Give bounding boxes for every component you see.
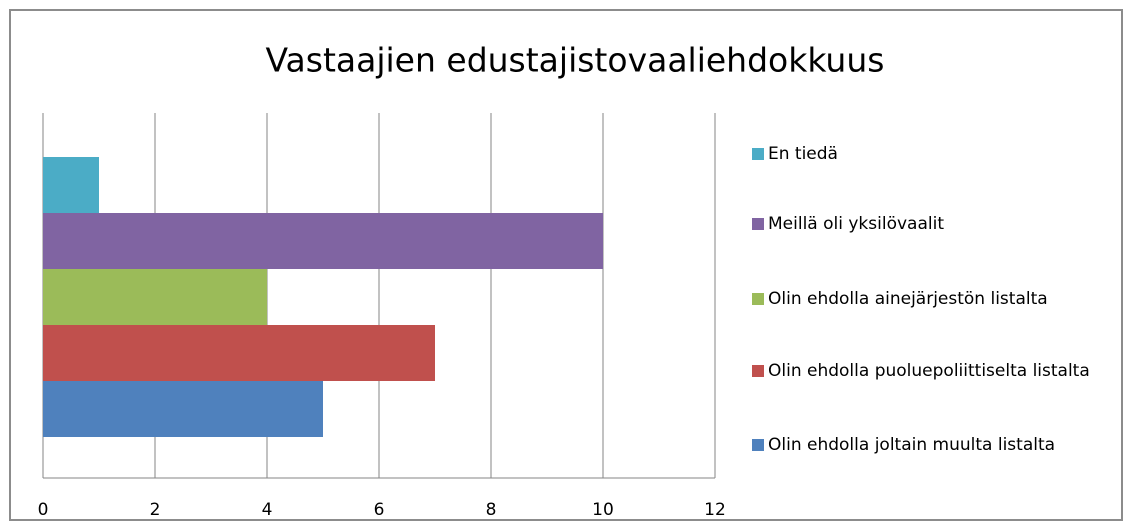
bar bbox=[43, 381, 323, 437]
x-tick-label: 4 bbox=[262, 500, 273, 520]
legend-swatch bbox=[752, 148, 764, 160]
bar bbox=[43, 213, 603, 269]
legend-item: Olin ehdolla puoluepoliittiselta listalt… bbox=[752, 358, 1104, 385]
x-tick-label: 8 bbox=[486, 500, 497, 520]
legend-item: Meillä oli yksilövaalit bbox=[752, 211, 1128, 238]
x-tick-label: 12 bbox=[704, 500, 726, 520]
legend-swatch bbox=[752, 218, 764, 230]
legend-item: En tiedä bbox=[752, 141, 1128, 168]
x-tick-label: 2 bbox=[150, 500, 161, 520]
legend-swatch bbox=[752, 365, 764, 377]
x-tick-label: 6 bbox=[374, 500, 385, 520]
legend-swatch bbox=[752, 439, 764, 451]
legend-label: Meillä oli yksilövaalit bbox=[768, 214, 944, 234]
x-tick-label: 0 bbox=[38, 500, 49, 520]
legend-swatch bbox=[752, 293, 764, 305]
legend-item: Olin ehdolla ainejärjestön listalta bbox=[752, 286, 1128, 313]
x-tick-label: 10 bbox=[592, 500, 614, 520]
bar bbox=[43, 325, 435, 381]
chart-title: Vastaajien edustajistovaaliehdokkuus bbox=[266, 41, 885, 80]
bar bbox=[43, 157, 99, 213]
legend-item: Olin ehdolla joltain muulta listalta bbox=[752, 432, 1128, 459]
bar bbox=[43, 269, 267, 325]
legend-label: Olin ehdolla puoluepoliittiselta listalt… bbox=[768, 361, 1090, 381]
legend-label: Olin ehdolla ainejärjestön listalta bbox=[768, 289, 1048, 309]
legend-label: Olin ehdolla joltain muulta listalta bbox=[768, 435, 1056, 455]
legend-label: En tiedä bbox=[768, 144, 838, 164]
